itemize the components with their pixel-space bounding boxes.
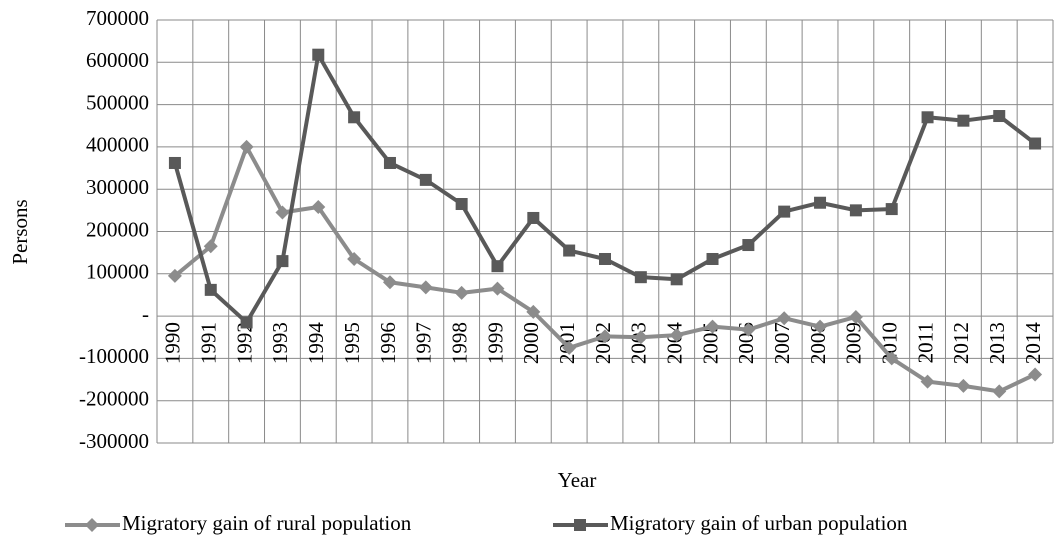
- data-point: [275, 205, 290, 220]
- x-tick-label: 2004: [662, 322, 686, 365]
- series-line: [172, 52, 1037, 325]
- data-point: [669, 328, 684, 343]
- x-tick-label: 2002: [591, 322, 615, 364]
- x-tick-label: 2009: [842, 322, 866, 364]
- data-point: [920, 374, 935, 389]
- y-axis-title: Persons: [8, 199, 32, 264]
- data-point: [634, 271, 647, 284]
- data-point: [992, 384, 1007, 399]
- data-point: [168, 156, 181, 169]
- x-tick-label: 1995: [340, 322, 364, 364]
- y-tick-label: 600000: [86, 48, 149, 72]
- data-point: [167, 268, 182, 283]
- data-point: [778, 205, 791, 218]
- data-point: [347, 251, 362, 266]
- data-point: [491, 260, 504, 273]
- x-tick-label: 1990: [161, 322, 185, 364]
- legend-marker: [85, 518, 99, 532]
- data-point: [706, 252, 719, 265]
- x-tick-label: 2011: [913, 322, 937, 363]
- data-point: [741, 322, 756, 337]
- y-tick-label: 400000: [86, 133, 149, 157]
- data-point: [526, 304, 541, 319]
- data-point: [1028, 367, 1043, 382]
- data-point: [563, 244, 576, 257]
- legend-label: Migratory gain of rural population: [122, 511, 412, 535]
- x-tick-label: 1999: [483, 322, 507, 364]
- x-tick-label: 1991: [197, 322, 221, 364]
- data-point: [312, 48, 325, 61]
- data-point: [814, 196, 827, 209]
- data-point: [276, 255, 289, 268]
- data-point: [813, 319, 828, 334]
- data-point: [490, 281, 505, 296]
- data-point: [849, 204, 862, 217]
- data-point: [599, 252, 611, 265]
- y-tick-label: 500000: [86, 90, 149, 114]
- data-point: [957, 114, 970, 127]
- x-tick-label: 2007: [770, 322, 794, 364]
- x-tick-label: 1993: [268, 322, 292, 364]
- x-tick-label: 1997: [412, 322, 436, 364]
- data-point: [419, 173, 432, 186]
- data-point: [562, 340, 577, 355]
- data-point: [848, 309, 863, 324]
- y-tick-label: 700000: [86, 6, 149, 30]
- data-point: [1029, 137, 1042, 150]
- data-point: [418, 280, 433, 295]
- data-point: [454, 285, 469, 300]
- data-point: [633, 330, 648, 345]
- data-point: [239, 139, 254, 154]
- y-tick-label: 100000: [86, 260, 149, 284]
- data-point: [705, 319, 720, 334]
- x-tick-label: 1996: [376, 322, 400, 364]
- data-point: [598, 329, 612, 344]
- data-point: [921, 111, 934, 124]
- data-point: [203, 239, 218, 254]
- y-tick-label: -200000: [79, 387, 149, 411]
- legend-label: Migratory gain of urban population: [610, 511, 908, 535]
- data-point: [311, 199, 326, 214]
- x-tick-label: 1998: [447, 322, 471, 364]
- data-point: [956, 378, 971, 393]
- data-point: [204, 283, 217, 296]
- y-tick-label: -300000: [79, 429, 149, 453]
- data-point: [527, 211, 540, 224]
- data-point: [348, 111, 361, 124]
- x-tick-label: 2003: [627, 322, 651, 364]
- x-tick-label: 2014: [1021, 322, 1045, 365]
- x-tick-label: 1992: [232, 322, 256, 364]
- data-point: [993, 110, 1006, 123]
- y-tick-label: 300000: [86, 175, 149, 199]
- y-tick-label: 200000: [86, 217, 149, 241]
- x-tick-label: 2013: [985, 322, 1009, 364]
- data-point: [455, 198, 468, 211]
- y-tick-label: -: [142, 302, 149, 326]
- data-point: [742, 239, 755, 252]
- data-point: [383, 156, 396, 169]
- data-point: [382, 275, 397, 290]
- data-point: [777, 311, 792, 326]
- data-point: [884, 351, 899, 366]
- x-tick-label: 2012: [949, 322, 973, 364]
- data-point: [670, 273, 683, 286]
- data-point: [240, 316, 253, 329]
- y-tick-label: -100000: [79, 344, 149, 368]
- x-tick-label: 1994: [304, 322, 328, 365]
- x-axis-title: Year: [558, 468, 597, 492]
- legend-marker: [574, 519, 586, 531]
- data-point: [885, 203, 898, 216]
- x-tick-label: 2000: [519, 322, 543, 364]
